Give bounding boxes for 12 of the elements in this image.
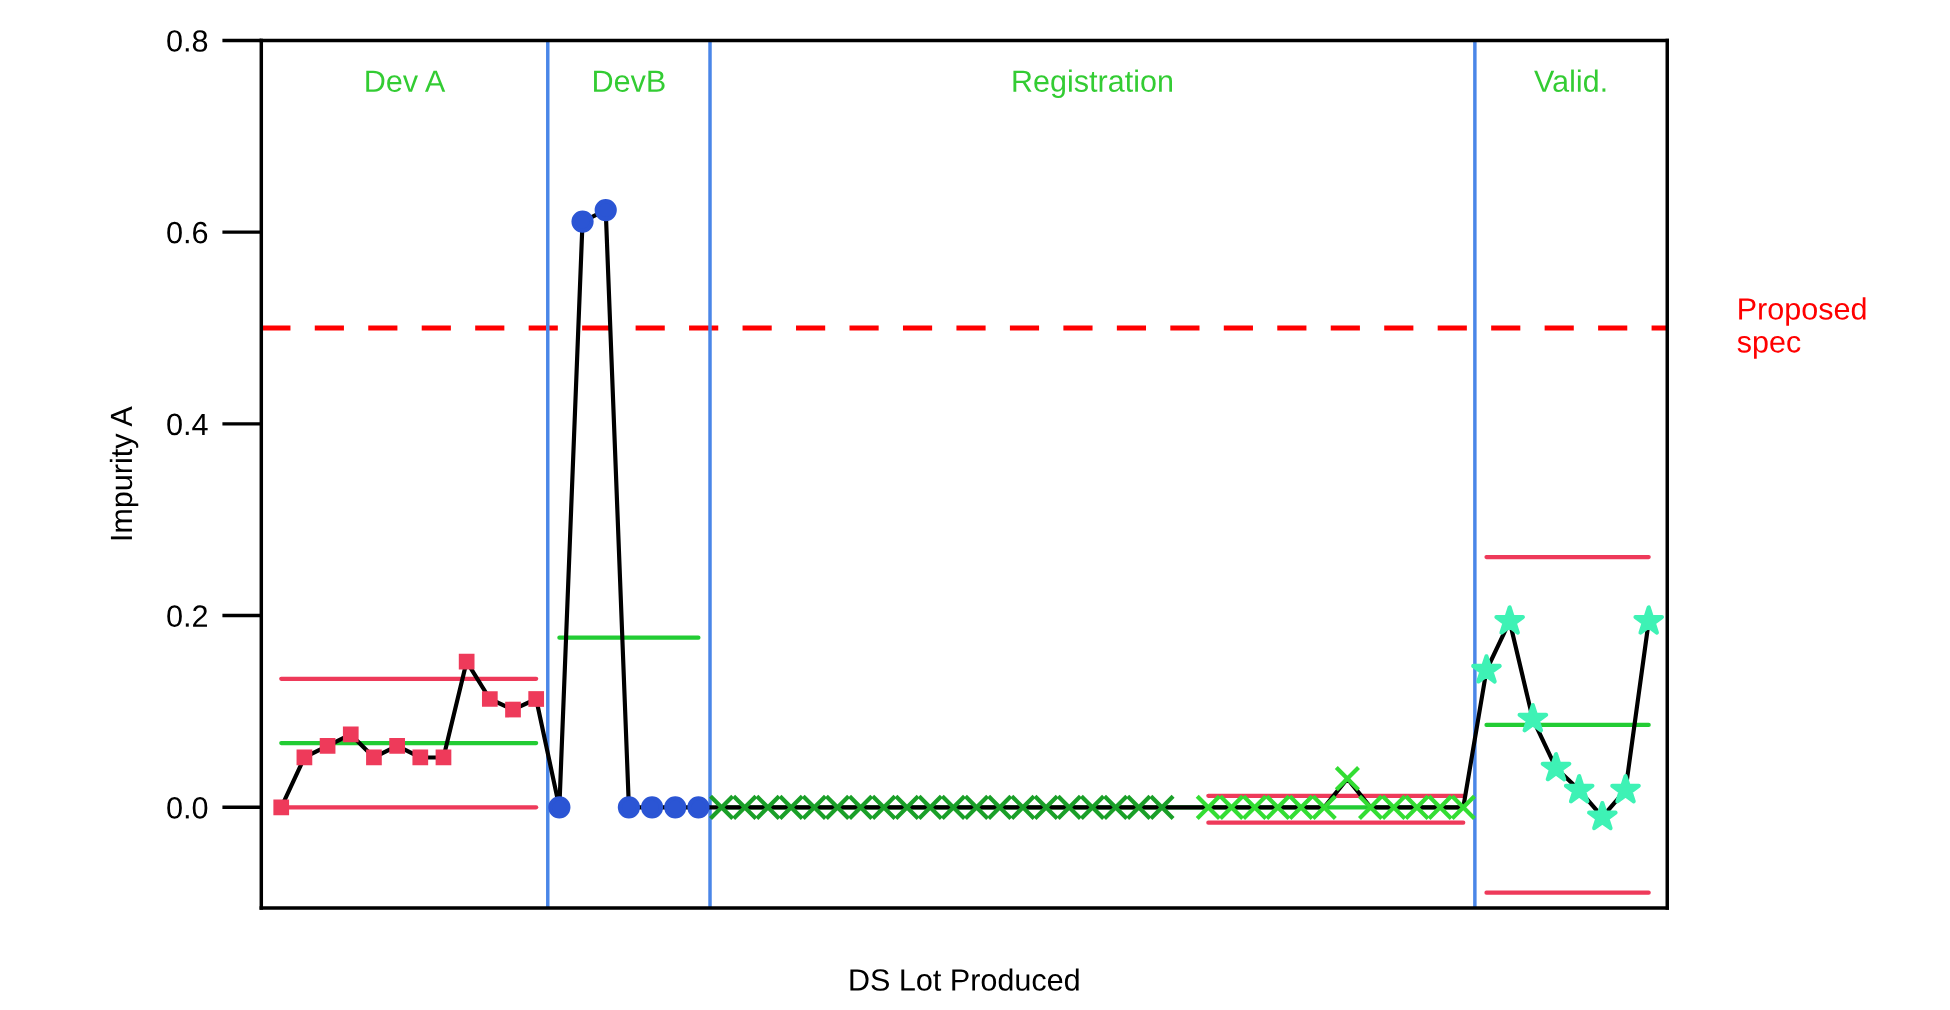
- ref-line-label: Proposed spec: [1737, 297, 1866, 359]
- x-axis-title: DS Lot Produced: [850, 968, 1079, 991]
- annotation: Valid.: [1534, 69, 1606, 92]
- y-tick-label: 0.0: [167, 797, 208, 819]
- annotation: DevB: [594, 70, 665, 92]
- y-tick-label: 0.8: [167, 30, 208, 52]
- y-tick-label: 0.2: [167, 605, 207, 627]
- annotation: Dev A: [366, 70, 446, 92]
- y-tick-label: 0.6: [167, 221, 208, 244]
- y-axis-title: Impurity A: [109, 406, 139, 540]
- y-tick-label: 0.4: [167, 413, 208, 436]
- annotation: Registration: [1013, 69, 1172, 99]
